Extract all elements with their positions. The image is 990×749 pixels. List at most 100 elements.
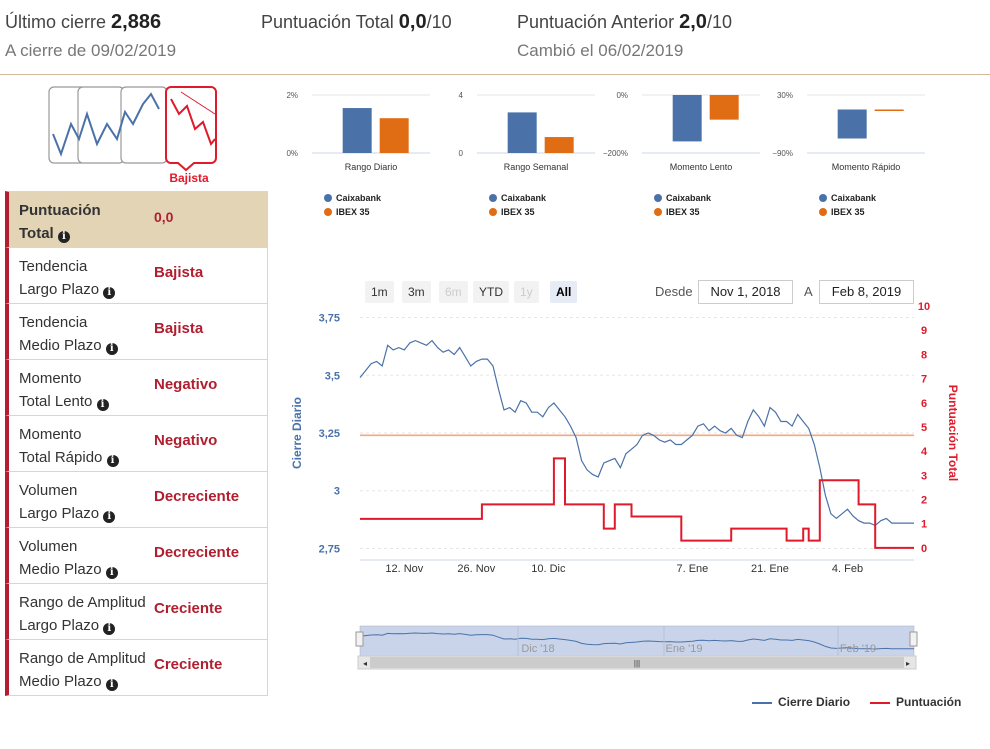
bar-legend-label: Caixabank (831, 193, 877, 203)
total-score-denom: /10 (426, 12, 452, 32)
score-row-label: Momento Total Lento i (19, 367, 154, 413)
score-row-label-line1: Puntuación (19, 202, 101, 219)
y-right-tick: 9 (921, 325, 927, 337)
range-3m-button[interactable]: 3m (402, 281, 431, 303)
bar-chart-title: Momento Lento (670, 162, 733, 172)
date-to-label: A (804, 284, 813, 299)
info-icon[interactable]: i (105, 343, 118, 355)
score-row-label-line2: Largo Plazo (19, 281, 100, 298)
score-row-label-line1: Volumen (19, 538, 78, 555)
score-row-label-line1: Momento (19, 426, 82, 443)
legend-close[interactable]: Cierre Diario (752, 695, 850, 709)
y-right-tick: 4 (921, 446, 928, 458)
last-close: Último cierre 2,886 A cierre de 09/02/20… (5, 8, 176, 65)
score-row-label-line2: Medio Plazo (19, 337, 102, 354)
score-row: Volumen Largo Plazo i Decreciente (5, 472, 268, 528)
range-all-button[interactable]: All (550, 281, 578, 303)
scrollbar-thumb[interactable] (370, 657, 904, 668)
score-row-label-line1: Momento (19, 370, 82, 387)
score-row-label: Tendencia Medio Plazo i (19, 311, 154, 357)
bar-chart-ytick: 0% (616, 91, 628, 100)
scroll-grip-icon[interactable]: ||| (634, 659, 640, 668)
score-row-label: Volumen Largo Plazo i (19, 479, 154, 525)
y-right-tick: 8 (921, 349, 927, 361)
info-icon[interactable]: i (103, 511, 116, 523)
info-icon[interactable]: i (57, 231, 70, 243)
header-divider (0, 74, 990, 75)
score-row-label: Volumen Medio Plazo i (19, 535, 154, 581)
range-1m-button[interactable]: 1m (365, 281, 394, 303)
y-left-tick: 3 (334, 486, 340, 498)
navigator-handle-left[interactable] (355, 631, 364, 647)
date-from-input[interactable]: Nov 1, 2018 (698, 280, 793, 304)
score-row-value: Bajista (154, 264, 204, 281)
bar-legend-label: Caixabank (501, 193, 547, 203)
bar-chart-ytick: 0 (459, 149, 464, 158)
score-row-label-line2: Largo Plazo (19, 505, 100, 522)
y-right-tick: 0 (921, 543, 927, 555)
y-right-tick: 5 (921, 422, 927, 434)
bar-chart-title: Momento Rápido (832, 162, 901, 172)
trend-panel-3 (120, 86, 168, 164)
scroll-right-icon[interactable]: ▸ (906, 659, 910, 668)
info-icon[interactable]: i (96, 399, 109, 411)
bar-caixabank (507, 112, 537, 153)
total-score-label: Puntuación Total (261, 12, 394, 32)
last-close-label: Último cierre (5, 12, 107, 32)
legend-score-swatch (870, 701, 890, 704)
score-row-value: Creciente (154, 600, 223, 617)
bar-chart-ytick: 30% (777, 91, 793, 100)
bar-legend-marker (324, 208, 332, 216)
total-score: Puntuación Total 0,0/10 (261, 8, 452, 36)
navigator-tick: Dic '18 (521, 643, 554, 655)
bar-chart-ytick: 4 (459, 91, 464, 100)
info-icon[interactable]: i (103, 623, 116, 635)
close-date: A cierre de 09/02/2019 (5, 41, 177, 60)
score-row-value: Bajista (154, 320, 204, 337)
score-table: Puntuación Total i 0,0 Tendencia Largo Plazo… (5, 191, 268, 696)
date-to-input[interactable]: Feb 8, 2019 (819, 280, 914, 304)
info-icon[interactable]: i (103, 287, 116, 299)
bar-legend-marker (819, 194, 827, 202)
bar-legend-marker (489, 194, 497, 202)
bar-chart-1: 4 0 Rango Semanal Caixabank IBEX 35 (459, 91, 595, 217)
score-row-value: Decreciente (154, 488, 240, 505)
navigator-handle-right[interactable] (909, 631, 918, 647)
series-puntuacion (360, 457, 914, 549)
x-tick-label: 26. Nov (457, 563, 495, 575)
bar-legend-marker (654, 194, 662, 202)
y-right-tick: 7 (921, 374, 927, 386)
trend-icon: Bajista (48, 86, 217, 185)
score-row-value: 0,0 (154, 209, 174, 225)
score-row-label-line2: Medio Plazo (19, 561, 102, 578)
prev-score-denom: /10 (706, 12, 732, 32)
info-icon[interactable]: i (105, 679, 118, 691)
last-close-value: 2,886 (111, 11, 162, 33)
y-left-tick: 3,5 (325, 370, 340, 382)
score-row: Tendencia Medio Plazo i Bajista (5, 304, 268, 360)
bar-chart-0: 2% 0% Rango Diario Caixabank IBEX 35 (286, 91, 430, 217)
score-row-label: Rango de Amplitud Largo Plazo i (19, 591, 154, 637)
navigator-mask (359, 625, 915, 657)
bar-caixabank (672, 95, 702, 142)
navigator[interactable]: Dic '18 Ene '19 Feb '19 ◂ ▸ ||| (355, 625, 918, 670)
legend-score-label: Puntuación (896, 695, 962, 709)
info-icon[interactable]: i (105, 567, 118, 579)
bar-legend-marker (324, 194, 332, 202)
legend-score[interactable]: Puntuación (870, 695, 961, 709)
bar-chart-ytick: 0% (286, 149, 298, 158)
previous-score: Puntuación Anterior 2,0/10 Cambió el 06/… (517, 8, 732, 65)
bar-legend-label: Caixabank (666, 193, 712, 203)
info-icon[interactable]: i (106, 455, 119, 467)
range-ytd-button[interactable]: YTD (473, 281, 509, 303)
bar-caixabank (837, 109, 867, 139)
y-right-tick: 6 (921, 398, 927, 410)
bar-chart-2: 0% −200% Momento Lento Caixabank IBEX 35 (603, 91, 760, 217)
bar-ibex (874, 109, 904, 111)
score-row: Momento Total Rápido i Negativo (5, 416, 268, 472)
range-1y-button: 1y (514, 281, 539, 303)
score-row-label-line1: Rango de Amplitud (19, 594, 146, 611)
scroll-left-icon[interactable]: ◂ (363, 659, 367, 668)
bar-caixabank (342, 108, 372, 153)
y-left-title: Cierre Diario (290, 397, 304, 469)
